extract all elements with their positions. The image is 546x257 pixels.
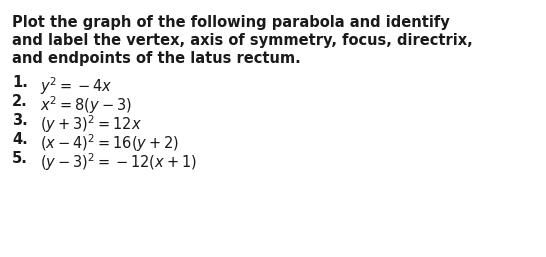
Text: 3.: 3. — [12, 113, 28, 128]
Text: 4.: 4. — [12, 132, 28, 147]
Text: 2.: 2. — [12, 94, 28, 109]
Text: 1.: 1. — [12, 75, 28, 90]
Text: and label the vertex, axis of symmetry, focus, directrix,: and label the vertex, axis of symmetry, … — [12, 33, 473, 48]
Text: $x^2 = 8(y-3)$: $x^2 = 8(y-3)$ — [40, 94, 132, 116]
Text: $(y+3)^2 = 12x$: $(y+3)^2 = 12x$ — [40, 113, 142, 135]
Text: 5.: 5. — [12, 151, 28, 166]
Text: $(x-4)^2 = 16(y+2)$: $(x-4)^2 = 16(y+2)$ — [40, 132, 179, 154]
Text: $(y-3)^2 = -12(x+1)$: $(y-3)^2 = -12(x+1)$ — [40, 151, 197, 173]
Text: and endpoints of the latus rectum.: and endpoints of the latus rectum. — [12, 51, 301, 66]
Text: $y^2 = -4x$: $y^2 = -4x$ — [40, 75, 112, 97]
Text: Plot the graph of the following parabola and identify: Plot the graph of the following parabola… — [12, 15, 450, 30]
